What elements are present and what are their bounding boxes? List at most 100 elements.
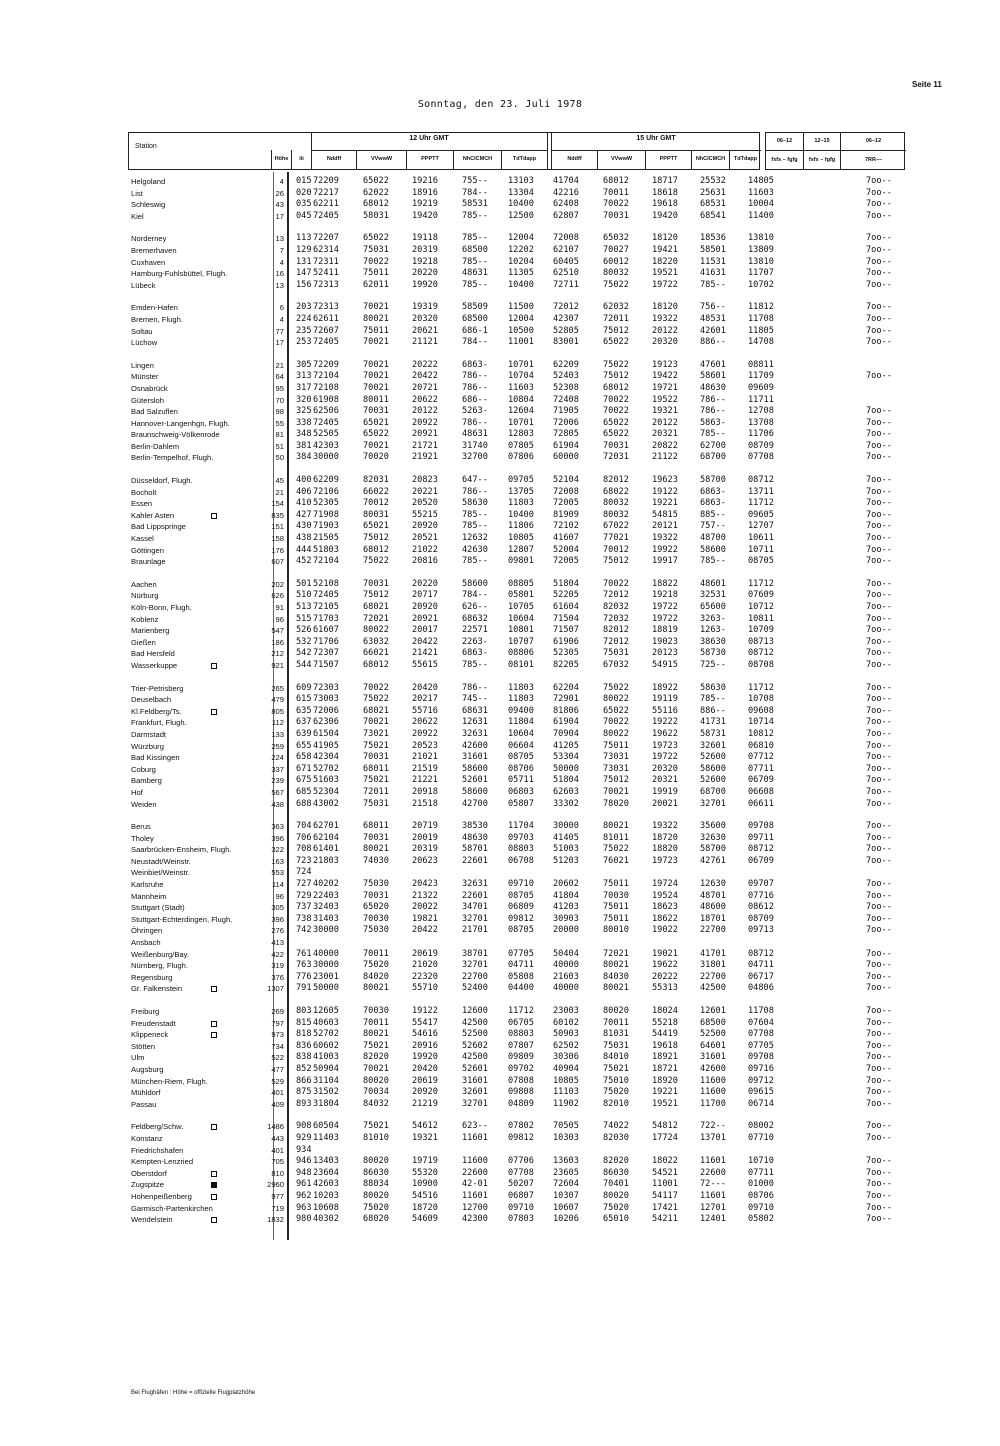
obs-12-value: 20920 [412,602,438,612]
obs-12-value: 21121 [412,337,438,348]
obs-15-value: 54211 [652,1214,678,1225]
obs-12-value: 08803 [508,844,534,855]
obs-15-value: 75020 [603,1087,629,1098]
obs-15-value: 75022 [603,359,629,370]
obs-12-value: 48630 [462,832,488,843]
station-name: Bad Hersfeld [131,649,175,659]
precip-code: 7oo-- [866,1063,892,1074]
obs-12-value: 11806 [508,521,534,532]
obs-12-value: 05807 [508,798,534,809]
obs-12-value: 07807 [508,1040,534,1051]
obs-15-value: 58600 [700,763,726,774]
obs-12-value: 68632 [462,613,488,624]
station-height: 322 [271,845,284,855]
station-height: 45 [275,476,284,486]
table-row: Nürburg 626 510 72405 75012 20717 784-- 05801 52… [0,590,1000,602]
obs-15-value: 19721 [652,382,678,393]
obs-15-value: 07708 [748,452,774,463]
header-col-12-1: VVwwW [356,150,406,169]
obs-15-value: 68012 [603,176,629,186]
obs-15-value: 60000 [553,452,579,463]
obs-12-value: 41003 [313,1052,339,1063]
table-row: Lüchow 17 253 72405 70021 21121 784-- 11001 8300… [0,337,1000,349]
table-row: Konstanz 443 929 11403 81010 19321 11601 09812 1… [0,1133,1000,1145]
table-row: Würzburg 259 655 41905 75021 20523 42600 06604 4… [0,741,1000,753]
precip-code: 7oo-- [866,902,892,913]
station-height: 921 [271,660,284,670]
table-row: Friedrichshafen 401 934 [0,1145,1000,1157]
station-height: 409 [271,1099,284,1109]
obs-12-value: 68012 [363,659,389,670]
table-row: Augsburg 477 852 50904 70021 20420 52601 09702 4… [0,1064,1000,1076]
station-height: 479 [271,695,284,705]
station-height: 401 [271,1088,284,1098]
obs-15-value: 07712 [748,752,774,763]
open-square-icon [211,1032,217,1039]
obs-12-value: 20622 [412,717,438,728]
obs-15-value: 51003 [553,844,579,855]
table-row: Weißenburg/Bay. 422 761 40000 70011 20619 3870… [0,949,1000,961]
obs-15-value: 71905 [553,406,579,417]
obs-12-value: 31601 [462,752,488,763]
obs-15-value: 40000 [553,983,579,994]
precip-code: 7oo-- [866,798,892,809]
obs-15-value: 48600 [700,902,726,913]
table-row: Ulm 522 838 41003 82020 19920 42500 09809 30306 8… [0,1052,1000,1064]
obs-15-value: 62502 [553,1040,579,1051]
table-row: Berus 363 704 62701 68011 20719 38530 11704 3000… [0,821,1000,833]
precip-code: 7oo-- [866,521,892,532]
obs-15-value: 18618 [652,187,678,198]
obs-12-value: 07803 [508,1214,534,1225]
station-height: 6 [279,303,284,313]
obs-15-value: 06611 [748,798,774,809]
station-name: Kahler Asten [131,510,175,520]
obs-15-value: 19420 [652,210,678,221]
table-row: Berlin-Tempelhof, Flugh. 50 384 30000 70020 2… [0,452,1000,464]
obs-15-value: 10711 [748,544,774,555]
precip-code: 7oo-- [866,1098,892,1109]
obs-12-value: 22403 [313,890,339,901]
station-height: 98 [275,407,284,417]
obs-15-value: 62510 [553,268,579,279]
precip-code: 7oo-- [866,786,892,797]
obs-15-value: 20320 [652,763,678,774]
obs-12-value: 20221 [412,486,438,497]
precip-code: 7oo-- [866,1040,892,1051]
obs-15-value: 68012 [603,382,629,393]
station-height: 401 [271,1145,284,1155]
obs-12-value: 6863- [462,359,488,370]
obs-12-value: 23604 [313,1167,339,1178]
precip-code: 7oo-- [866,879,892,890]
obs-15-value: 52600 [700,752,726,763]
obs-12-value: 80011 [363,394,389,405]
obs-15-value: 17724 [652,1132,678,1143]
table-row: Koblenz 96 515 71703 72021 20921 68632 10604 715… [0,614,1000,626]
obs-15-value: 12401 [700,1214,726,1225]
obs-12-value: 13705 [508,486,534,497]
obs-15-value: 71504 [553,613,579,624]
precip-code: 7oo-- [866,890,892,901]
station-id: 776 [296,971,312,982]
obs-15-value: 41804 [553,890,579,901]
station-name: Hannover-Langenhgn, Flugh. [131,418,230,428]
table-row: Cuxhaven 4 131 72311 70022 19218 785-- 10204 604… [0,257,1000,269]
station-height: 13 [275,234,284,244]
station-group: Freiburg 269 803 12605 70030 19122 12600 11712 2… [0,1006,1000,1110]
station-name: Nürnberg, Flugh. [131,961,188,971]
station-id: 203 [296,302,312,313]
obs-15-value: 12630 [700,879,726,890]
obs-12-value: 88034 [363,1179,389,1190]
obs-15-value: 75020 [603,1202,629,1213]
table-row: Düsseldorf, Flugh. 45 400 62209 82031 20823 64… [0,475,1000,487]
station-height: 4 [279,257,284,267]
obs-15-value: 09707 [748,879,774,890]
station-name: Öhringen [131,926,163,936]
table-row: Schleswig 43 035 62211 68012 19219 58531 10400 6… [0,199,1000,211]
header-col-15-1: VVwwW [597,150,645,169]
station-height: 239 [271,776,284,786]
obs-15-value: 11902 [553,1098,579,1109]
table-row: Ansbach 413 [0,937,1000,949]
obs-15-value: 70401 [603,1179,629,1190]
station-name: Wendelstein [131,1215,173,1225]
obs-12-value: 20619 [412,1075,438,1086]
